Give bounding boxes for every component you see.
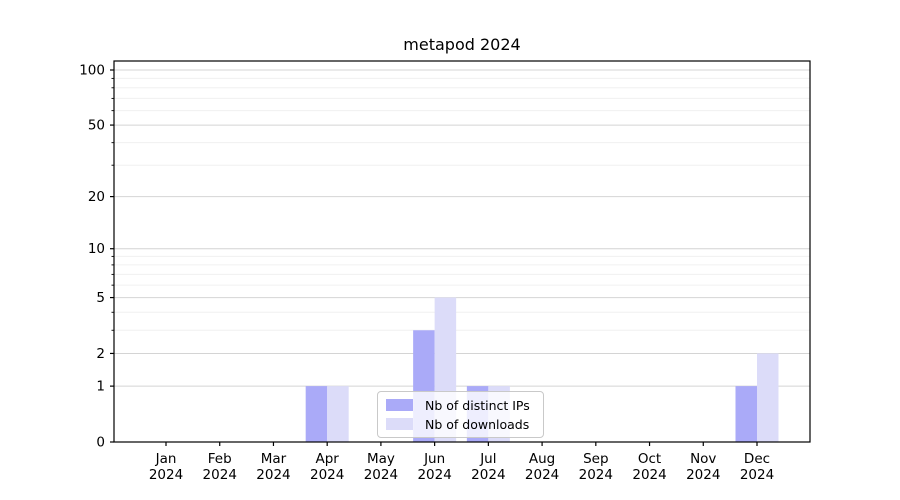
x-tick-label: Nov 2024 bbox=[686, 451, 720, 483]
plot-spines bbox=[113, 60, 811, 443]
bar-downloads-apr bbox=[327, 386, 349, 442]
x-tick-label: Dec 2024 bbox=[740, 451, 774, 483]
legend: Nb of distinct IPs Nb of downloads bbox=[377, 391, 544, 438]
bar-distinct-ips-apr bbox=[305, 386, 328, 442]
y-tick-label: 2 bbox=[96, 346, 105, 362]
x-tick-label: Mar 2024 bbox=[256, 451, 290, 483]
bar-distinct-ips-dec bbox=[735, 386, 757, 442]
x-tick-label: Feb 2024 bbox=[203, 451, 237, 483]
bar-downloads-dec bbox=[756, 353, 779, 442]
y-tick-label: 5 bbox=[96, 290, 105, 306]
x-tick-label: Aug 2024 bbox=[525, 451, 559, 483]
y-tick-label: 50 bbox=[88, 118, 105, 134]
chart-title: metapod 2024 bbox=[403, 35, 521, 54]
legend-label-distinct-ips: Nb of distinct IPs bbox=[425, 397, 530, 413]
y-tick-label: 0 bbox=[96, 435, 105, 451]
y-tick-label: 1 bbox=[96, 379, 105, 395]
x-tick-label: Oct 2024 bbox=[632, 451, 666, 483]
y-tick-label: 10 bbox=[88, 241, 105, 257]
legend-label-downloads: Nb of downloads bbox=[425, 416, 530, 432]
legend-swatch-downloads bbox=[386, 418, 413, 430]
legend-swatch-distinct-ips bbox=[386, 399, 413, 411]
legend-item-distinct-ips: Nb of distinct IPs bbox=[378, 398, 543, 413]
y-tick-label: 100 bbox=[79, 63, 105, 79]
x-tick-label: Jul 2024 bbox=[471, 451, 505, 483]
x-tick-label: Apr 2024 bbox=[310, 451, 344, 483]
x-tick-label: May 2024 bbox=[364, 451, 398, 483]
y-tick-label: 20 bbox=[88, 189, 105, 205]
x-tick-label: Sep 2024 bbox=[579, 451, 613, 483]
x-tick-label: Jan 2024 bbox=[149, 451, 183, 483]
legend-item-downloads: Nb of downloads bbox=[378, 417, 543, 432]
x-tick-label: Jun 2024 bbox=[417, 451, 451, 483]
